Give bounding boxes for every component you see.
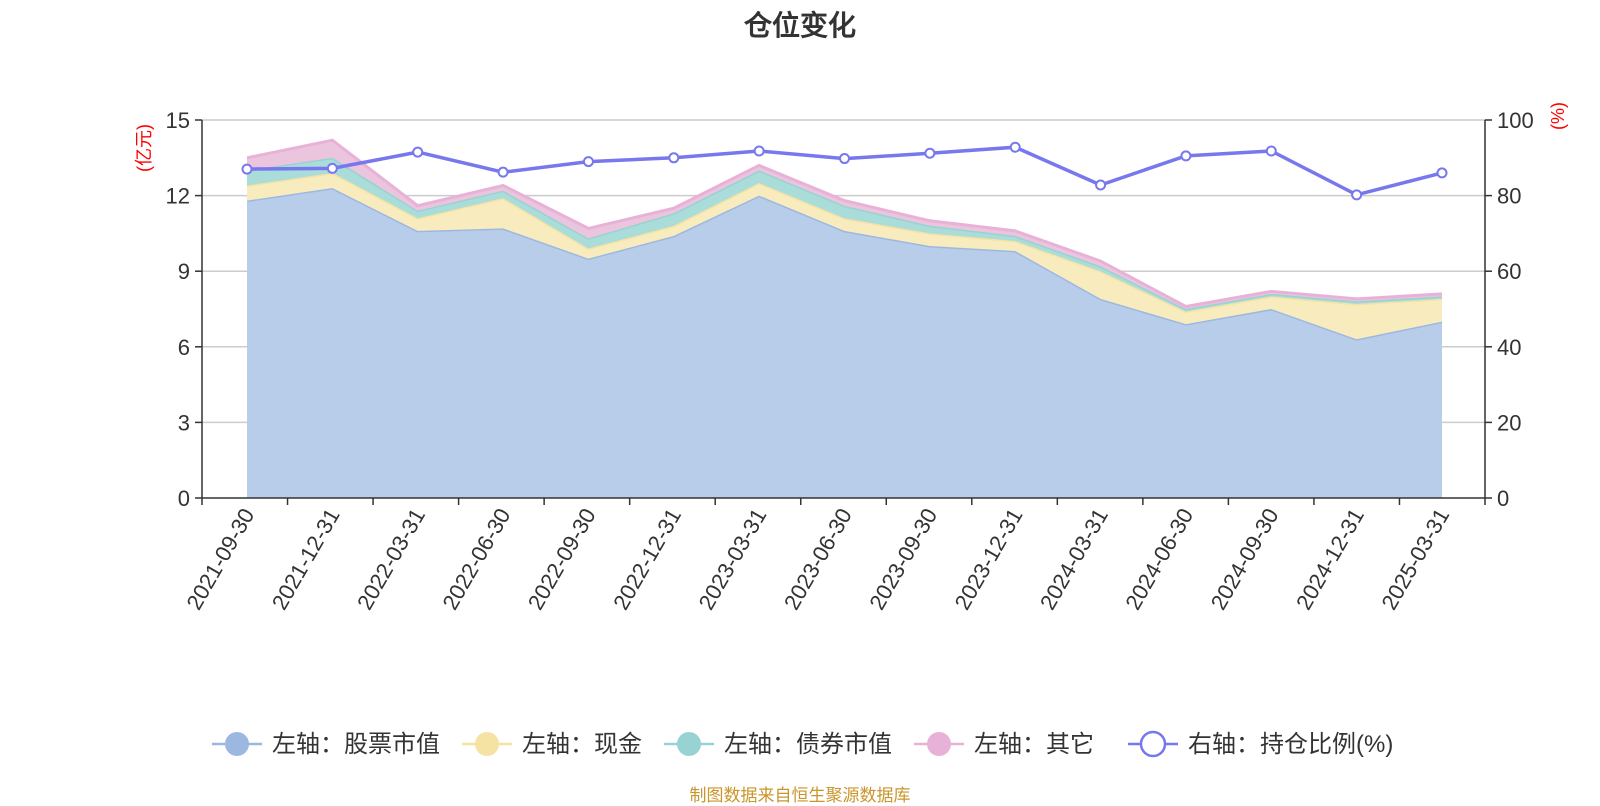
- legend-marker: [927, 732, 951, 756]
- right-tick-label: 80: [1497, 184, 1521, 209]
- ratio-point: [1436, 167, 1448, 179]
- legend: 左轴：股票市值 左轴：现金 左轴：债券市值 左轴：其它 右轴：持仓比例(%): [212, 730, 1393, 758]
- legend-marker: [1139, 730, 1167, 758]
- ratio-point: [668, 152, 680, 164]
- ratio-point: [1180, 150, 1192, 162]
- ratio-point: [412, 146, 424, 158]
- holding-ratio-line: [241, 141, 1448, 201]
- x-tick-label: 2025-03-31: [1376, 504, 1454, 614]
- ratio-point: [924, 147, 936, 159]
- ratio-point: [839, 153, 850, 165]
- left-tick-label: 3: [178, 410, 190, 435]
- x-tick-label: 2024-03-31: [1035, 504, 1113, 614]
- ratio-point: [1009, 141, 1021, 153]
- x-tick-label: 2022-06-30: [437, 504, 515, 614]
- x-tick-label: 2022-12-31: [608, 504, 686, 614]
- stacked-areas: [246, 138, 1443, 498]
- x-tick-label: 2024-09-30: [1206, 504, 1284, 614]
- x-tick-label: 2022-09-30: [523, 504, 601, 614]
- ratio-point: [1351, 189, 1363, 201]
- x-tick-label: 2023-03-31: [694, 504, 772, 614]
- x-tick-label: 2023-09-30: [864, 504, 942, 614]
- x-tick-label: 2021-09-30: [181, 504, 259, 614]
- x-tick-label: 2022-03-31: [352, 504, 430, 614]
- area-左轴：现金: [247, 172, 1442, 340]
- ratio-point: [241, 163, 253, 175]
- data-source-note: 制图数据来自恒生聚源数据库: [689, 786, 911, 805]
- left-tick-label: 6: [178, 335, 190, 360]
- x-tick-label: 2021-12-31: [267, 504, 345, 614]
- legend-label: 右轴：持仓比例(%): [1188, 731, 1393, 758]
- right-tick-label: 100: [1497, 108, 1534, 133]
- legend-label: 左轴：股票市值: [272, 731, 440, 758]
- legend-label: 左轴：债券市值: [724, 731, 892, 758]
- legend-marker: [677, 732, 701, 756]
- left-tick-label: 9: [178, 259, 190, 284]
- ratio-point: [497, 166, 509, 178]
- x-tick-label: 2024-12-31: [1291, 504, 1369, 614]
- ratio-point: [582, 156, 594, 168]
- right-tick-label: 0: [1497, 486, 1509, 511]
- x-axis-labels: 2021-09-30 2021-12-31 2022-03-31 2022-06-30…: [181, 504, 1454, 614]
- right-tick-label: 60: [1497, 259, 1521, 284]
- right-axis-unit: (%): [1548, 102, 1568, 130]
- x-tick-label: 2024-06-30: [1120, 504, 1198, 614]
- x-tick-label: 2023-12-31: [950, 504, 1028, 614]
- left-tick-label: 12: [166, 184, 190, 209]
- legend-marker: [225, 732, 249, 756]
- right-tick-label: 40: [1497, 335, 1521, 360]
- left-tick-label: 0: [178, 486, 190, 511]
- legend-label: 左轴：现金: [522, 731, 642, 758]
- chart-title: 仓位变化: [743, 10, 856, 41]
- ratio-point: [1095, 179, 1107, 191]
- ratio-point: [753, 145, 765, 157]
- left-tick-label: 15: [166, 108, 190, 133]
- area-左轴：股票市值: [247, 188, 1442, 498]
- left-axis-unit: (亿元): [134, 124, 154, 172]
- legend-label: 左轴：其它: [974, 731, 1094, 758]
- axes: 0 3 6 9 12 15 0 20 40 60 80 100: [166, 108, 1534, 511]
- right-tick-label: 20: [1497, 410, 1521, 435]
- area-edge-line: [246, 138, 1443, 309]
- ratio-point: [1265, 145, 1277, 157]
- ratio-point: [326, 162, 338, 174]
- x-tick-label: 2023-06-30: [779, 504, 857, 614]
- legend-marker: [475, 732, 499, 756]
